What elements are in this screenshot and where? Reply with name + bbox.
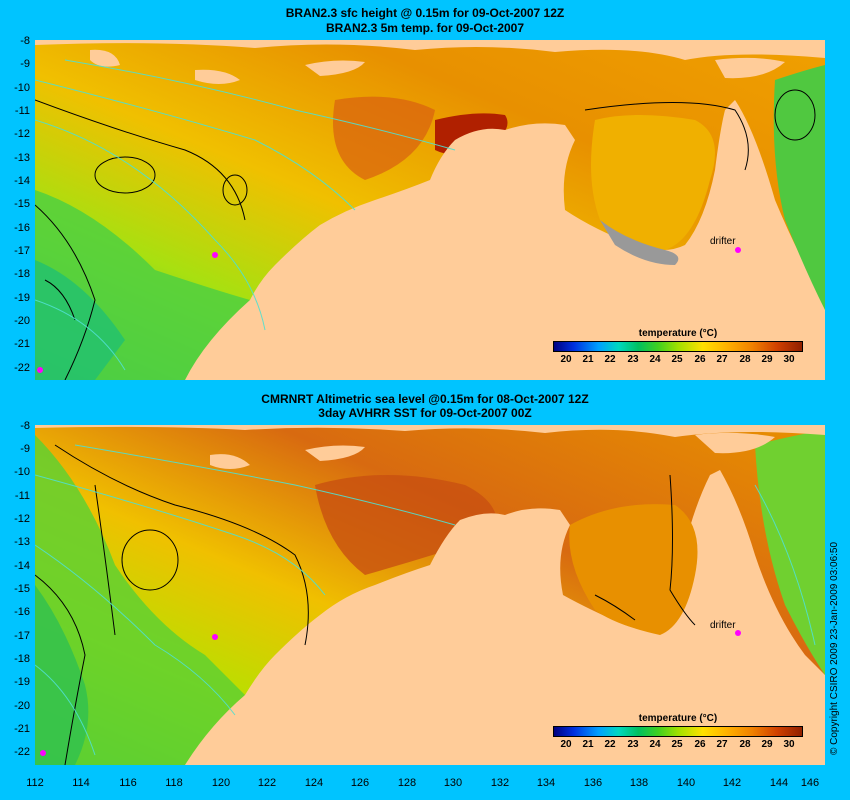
panel2-ytick: -13: [14, 536, 30, 548]
xtick: 146: [800, 777, 820, 789]
panel1-ytick: -16: [14, 222, 30, 234]
panel1-ytick: -10: [14, 82, 30, 94]
xtick: 138: [629, 777, 649, 789]
panel2-drifter-label: drifter: [710, 620, 736, 631]
colorbar-tick: 22: [604, 354, 616, 365]
panel1-ytick: -20: [14, 315, 30, 327]
panel1-ytick: -11: [14, 105, 30, 117]
panel1-ytick: -15: [14, 198, 30, 210]
xtick: 132: [490, 777, 510, 789]
colorbar-tick: 29: [761, 354, 773, 365]
colorbar-tick: 30: [783, 739, 795, 750]
colorbar-tick: 23: [627, 739, 639, 750]
panel2-ytick: -16: [14, 606, 30, 618]
colorbar-tick: 27: [716, 354, 728, 365]
panel2-ytick: -17: [14, 630, 30, 642]
colorbar-tick: 21: [582, 739, 594, 750]
xtick: 128: [397, 777, 417, 789]
xtick: 112: [26, 777, 44, 789]
panel2-ytick: -11: [14, 490, 30, 502]
colorbar-tick: 23: [627, 354, 639, 365]
xtick: 130: [443, 777, 463, 789]
xtick: 122: [257, 777, 277, 789]
panel2-ytick: -9: [20, 443, 30, 455]
panel2-colorbar-ticks: 20 21 22 23 24 25 26 27 28 29 30: [553, 737, 803, 751]
copyright-text: © Copyright CSIRO 2009 23-Jan-2009 03:06…: [829, 541, 840, 755]
colorbar-tick: 22: [604, 739, 616, 750]
panel2-map: [35, 425, 825, 765]
panel1-drifter-label: drifter: [710, 236, 736, 247]
panel1-colorbar: temperature (°C) 20 21 22 23 24 25 26 27…: [553, 327, 803, 366]
panel2-ytick: -12: [14, 513, 30, 525]
panel1-ytick: -17: [14, 245, 30, 257]
panel1-map: [35, 40, 825, 380]
xtick: 142: [722, 777, 742, 789]
xtick: 118: [165, 777, 183, 789]
panel1-ytick: -18: [14, 268, 30, 280]
xtick: 136: [583, 777, 603, 789]
xtick: 144: [769, 777, 789, 789]
panel1-ytick: -19: [14, 292, 30, 304]
panel1-colorbar-title: temperature (°C): [638, 328, 718, 339]
panel2-ytick: -22: [14, 746, 30, 758]
colorbar-tick: 30: [783, 354, 795, 365]
colorbar-tick: 25: [671, 739, 683, 750]
colorbar-tick: 25: [671, 354, 683, 365]
panel1-colorbar-strip: [553, 341, 803, 352]
xtick: 134: [536, 777, 556, 789]
colorbar-tick: 26: [694, 354, 706, 365]
xtick: 126: [350, 777, 370, 789]
panel1-ytick: -8: [20, 35, 30, 47]
xtick: 114: [72, 777, 90, 789]
panel1-colorbar-ticks: 20 21 22 23 24 25 26 27 28 29 30: [553, 352, 803, 366]
colorbar-tick: 24: [649, 739, 661, 750]
colorbar-tick: 29: [761, 739, 773, 750]
colorbar-tick: 21: [582, 354, 594, 365]
panel2-title-line1: CMRNRT Altimetric sea level @0.15m for 0…: [261, 392, 589, 406]
colorbar-tick: 20: [560, 354, 572, 365]
panel1-ytick: -22: [14, 362, 30, 374]
xtick: 116: [119, 777, 137, 789]
panel2-colorbar: temperature (°C) 20 21 22 23 24 25 26 27…: [553, 712, 803, 751]
panel1-ytick: -21: [14, 338, 30, 350]
panel2-ytick: -8: [20, 420, 30, 432]
panel2-colorbar-title: temperature (°C): [638, 713, 718, 724]
panel1-ytick: -13: [14, 152, 30, 164]
panel1-ytick: -14: [14, 175, 30, 187]
panel1-ytick: -9: [20, 58, 30, 70]
panel2-ytick: -19: [14, 676, 30, 688]
panel2-title-line2: 3day AVHRR SST for 09-Oct-2007 00Z: [318, 406, 532, 420]
panel2-ytick: -20: [14, 700, 30, 712]
panel2-ytick: -21: [14, 723, 30, 735]
colorbar-tick: 27: [716, 739, 728, 750]
panel2-ytick: -10: [14, 466, 30, 478]
panel1-title-line1: BRAN2.3 sfc height @ 0.15m for 09-Oct-20…: [285, 6, 565, 20]
panel2-colorbar-strip: [553, 726, 803, 737]
colorbar-tick: 28: [739, 354, 751, 365]
xtick: 124: [304, 777, 324, 789]
panel2-ytick: -15: [14, 583, 30, 595]
xtick: 140: [676, 777, 696, 789]
colorbar-tick: 28: [739, 739, 751, 750]
colorbar-tick: 24: [649, 354, 661, 365]
colorbar-tick: 26: [694, 739, 706, 750]
xtick: 120: [211, 777, 231, 789]
panel2-ytick: -18: [14, 653, 30, 665]
panel2-ytick: -14: [14, 560, 30, 572]
panel1-title-line2: BRAN2.3 5m temp. for 09-Oct-2007: [325, 21, 525, 35]
panel1-ytick: -12: [14, 128, 30, 140]
colorbar-tick: 20: [560, 739, 572, 750]
